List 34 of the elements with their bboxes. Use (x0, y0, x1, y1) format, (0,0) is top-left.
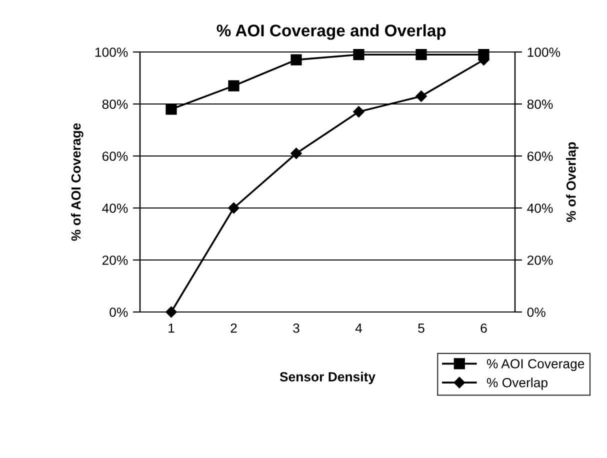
point (166, 306, 177, 318)
point (166, 104, 177, 115)
point (290, 54, 302, 66)
point (416, 49, 427, 60)
x-tick-label: 5 (418, 324, 424, 333)
y-tick-label: 20% (102, 256, 128, 265)
point (290, 148, 302, 160)
y-axis-title: % of AOI Coverage (70, 123, 84, 241)
point (228, 80, 240, 92)
y-tick-label: 100% (95, 48, 128, 57)
y2-tick-label: 80% (527, 100, 553, 109)
point (228, 202, 240, 214)
y2-tick-label: 40% (527, 204, 553, 213)
legend-label: % Overlap (486, 378, 548, 390)
legend-label: % AOI Coverage (486, 359, 584, 372)
y2-tick-label: 0% (527, 308, 546, 317)
x-tick-label: 2 (230, 323, 237, 333)
x-tick-label: 4 (355, 324, 362, 333)
x-tick-label: 1 (168, 324, 174, 333)
y-tick-label: 0% (110, 308, 128, 317)
chart-title: % AOI Coverage and Overlap (216, 24, 446, 40)
point (353, 106, 364, 118)
y2-tick-label: 20% (527, 256, 553, 265)
x-tick-label: 3 (293, 323, 300, 333)
y-tick-label: 60% (102, 152, 128, 161)
point (353, 49, 364, 60)
y-tick-label: 80% (102, 100, 128, 109)
point (416, 90, 427, 102)
y-tick-label: 40% (102, 204, 128, 213)
y2-axis-title: % of Overlap (566, 142, 578, 222)
x-tick-label: 6 (480, 323, 487, 333)
y2-tick-label: 60% (527, 152, 553, 161)
x-axis-title: Sensor Density (280, 372, 376, 384)
y2-tick-label: 100% (528, 48, 560, 57)
